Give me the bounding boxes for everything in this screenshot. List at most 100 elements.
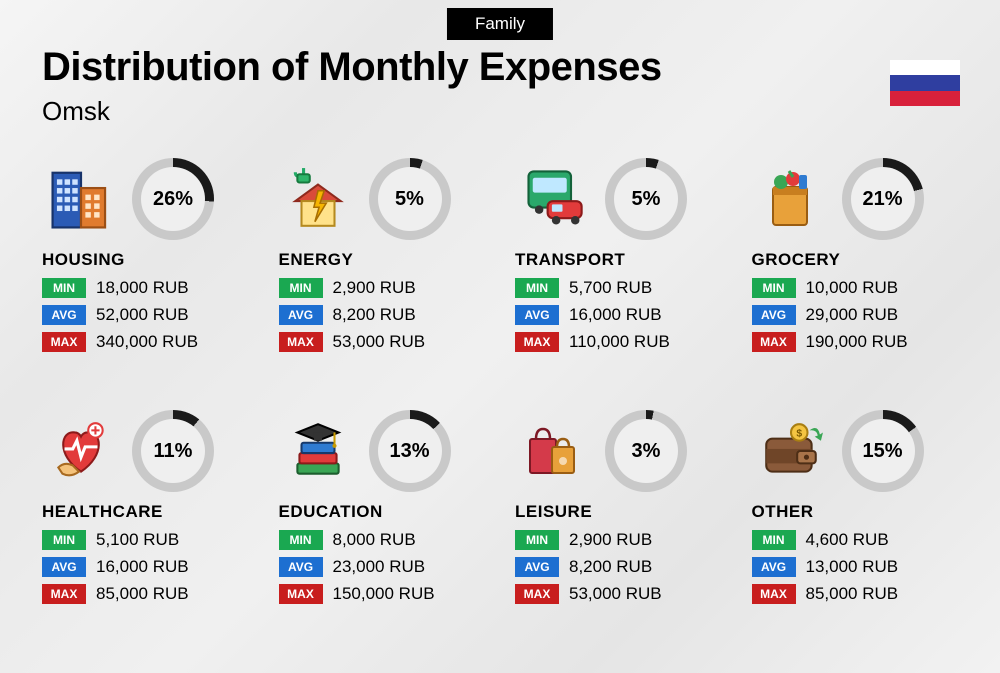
stat-row-avg: AVG 8,200 RUB [279,305,488,325]
category-card: 3%LEISUREMIN2,900 RUBAVG8,200 RUBMAX53,0… [515,410,724,604]
value-min: 5,100 RUB [96,530,179,550]
wallet-icon: $ [752,412,830,490]
page-subtitle: Omsk [42,96,110,127]
stat-row-avg: AVG 29,000 RUB [752,305,961,325]
category-card: 21%GROCERYMIN10,000 RUBAVG29,000 RUBMAX1… [752,158,961,352]
stat-row-max: MAX 85,000 RUB [752,584,961,604]
category-card: $15% OTHER MIN 4,600 RUB AVG 13,000 RUB MAX 85,… [752,410,961,604]
tag-avg: AVG [279,305,323,325]
percent-label: 26% [153,188,193,211]
value-avg: 16,000 RUB [96,557,189,577]
tag-min: MIN [279,530,323,550]
flag-stripe-2 [890,75,960,90]
healthcare-heart-icon [42,412,120,490]
category-name: GROCERY [752,250,961,270]
tag-avg: AVG [752,305,796,325]
category-name: HOUSING [42,250,251,270]
tag-avg: AVG [752,557,796,577]
value-avg: 16,000 RUB [569,305,662,325]
value-min: 2,900 RUB [569,530,652,550]
flag-stripe-3 [890,91,960,106]
stat-row-min: MIN 2,900 RUB [515,530,724,550]
category-grid: 26% HOUSING MIN 18,000 RUB AVG52,000 RUB MAX 3… [42,158,960,604]
bus-car-icon [515,160,593,238]
category-card: 13% EDUCATION MIN 8,000 RUB AVG 23,000 RUB MAX… [279,410,488,604]
value-max: 190,000 RUB [806,332,908,352]
graduation-books-icon [279,412,357,490]
percent-ring: 15% [842,410,924,492]
value-avg: 8,200 RUB [569,557,652,577]
tag-max: MAX [42,332,86,352]
value-avg: 13,000 RUB [806,557,899,577]
value-max: 110,000 RUB [569,332,670,352]
value-avg: 29,000 RUB [806,305,899,325]
tag-avg: AVG [279,557,323,577]
stat-row-avg: AVG16,000 RUB [42,557,251,577]
value-min: 18,000 RUB [96,278,189,298]
value-max: 150,000 RUB [333,584,435,604]
percent-label: 15% [862,440,902,463]
stat-row-max: MAX53,000 RUB [279,332,488,352]
percent-ring: 26% [132,158,214,240]
badge-top: Family [447,8,553,40]
tag-avg: AVG [42,305,86,325]
value-max: 85,000 RUB [96,584,189,604]
stat-row-min: MIN 4,600 RUB [752,530,961,550]
stat-row-min: MIN5,700 RUB [515,278,724,298]
stat-row-avg: AVG 16,000 RUB [515,305,724,325]
stat-row-avg: AVG 13,000 RUB [752,557,961,577]
flag-stripe-1 [890,60,960,75]
tag-min: MIN [752,278,796,298]
stat-row-max: MAX 85,000 RUB [42,584,251,604]
stat-row-max: MAX 340,000 RUB [42,332,251,352]
value-max: 85,000 RUB [806,584,899,604]
tag-avg: AVG [515,305,559,325]
tag-min: MIN [515,278,559,298]
category-name: TRANSPORT [515,250,724,270]
tag-max: MAX [752,584,796,604]
percent-ring: 11% [132,410,214,492]
stat-row-min: MIN10,000 RUB [752,278,961,298]
tag-min: MIN [42,278,86,298]
stat-row-min: MIN2,900 RUB [279,278,488,298]
stat-row-avg: AVG 8,200 RUB [515,557,724,577]
tag-min: MIN [515,530,559,550]
category-name: HEALTHCARE [42,502,251,522]
tag-min: MIN [752,530,796,550]
category-card: 26% HOUSING MIN 18,000 RUB AVG52,000 RUB MAX 3… [42,158,251,352]
value-min: 4,600 RUB [806,530,889,550]
category-name: ENERGY [279,250,488,270]
percent-label: 5% [395,188,424,211]
value-avg: 23,000 RUB [333,557,426,577]
tag-max: MAX [515,332,559,352]
stat-row-min: MIN 5,100 RUB [42,530,251,550]
category-name: OTHER [752,502,961,522]
stat-row-avg: AVG52,000 RUB [42,305,251,325]
percent-ring: 13% [369,410,451,492]
value-min: 8,000 RUB [333,530,416,550]
tag-max: MAX [515,584,559,604]
stat-row-max: MAX 150,000 RUB [279,584,488,604]
category-card: 5% TRANSPORT MIN5,700 RUB AVG 16,000 RUB MAX 1… [515,158,724,352]
flag-icon [890,60,960,106]
category-card: 11% HEALTHCARE MIN 5,100 RUB AVG16,000 RUB MA… [42,410,251,604]
tag-max: MAX [42,584,86,604]
tag-max: MAX [279,332,323,352]
stat-row-max: MAX190,000 RUB [752,332,961,352]
percent-label: 13% [389,440,429,463]
category-name: EDUCATION [279,502,488,522]
value-max: 340,000 RUB [96,332,198,352]
page-title: Distribution of Monthly Expenses [42,45,662,90]
percent-label: 11% [154,440,193,463]
percent-ring: 5% [605,158,687,240]
tag-min: MIN [279,278,323,298]
stat-row-min: MIN 8,000 RUB [279,530,488,550]
tag-max: MAX [279,584,323,604]
percent-label: 5% [632,188,661,211]
stat-row-max: MAX53,000 RUB [515,584,724,604]
percent-ring: 5% [369,158,451,240]
tag-avg: AVG [515,557,559,577]
category-card: 5% ENERGY MIN2,900 RUB AVG 8,200 RUB MAX53,00… [279,158,488,352]
value-avg: 8,200 RUB [333,305,416,325]
tag-min: MIN [42,530,86,550]
